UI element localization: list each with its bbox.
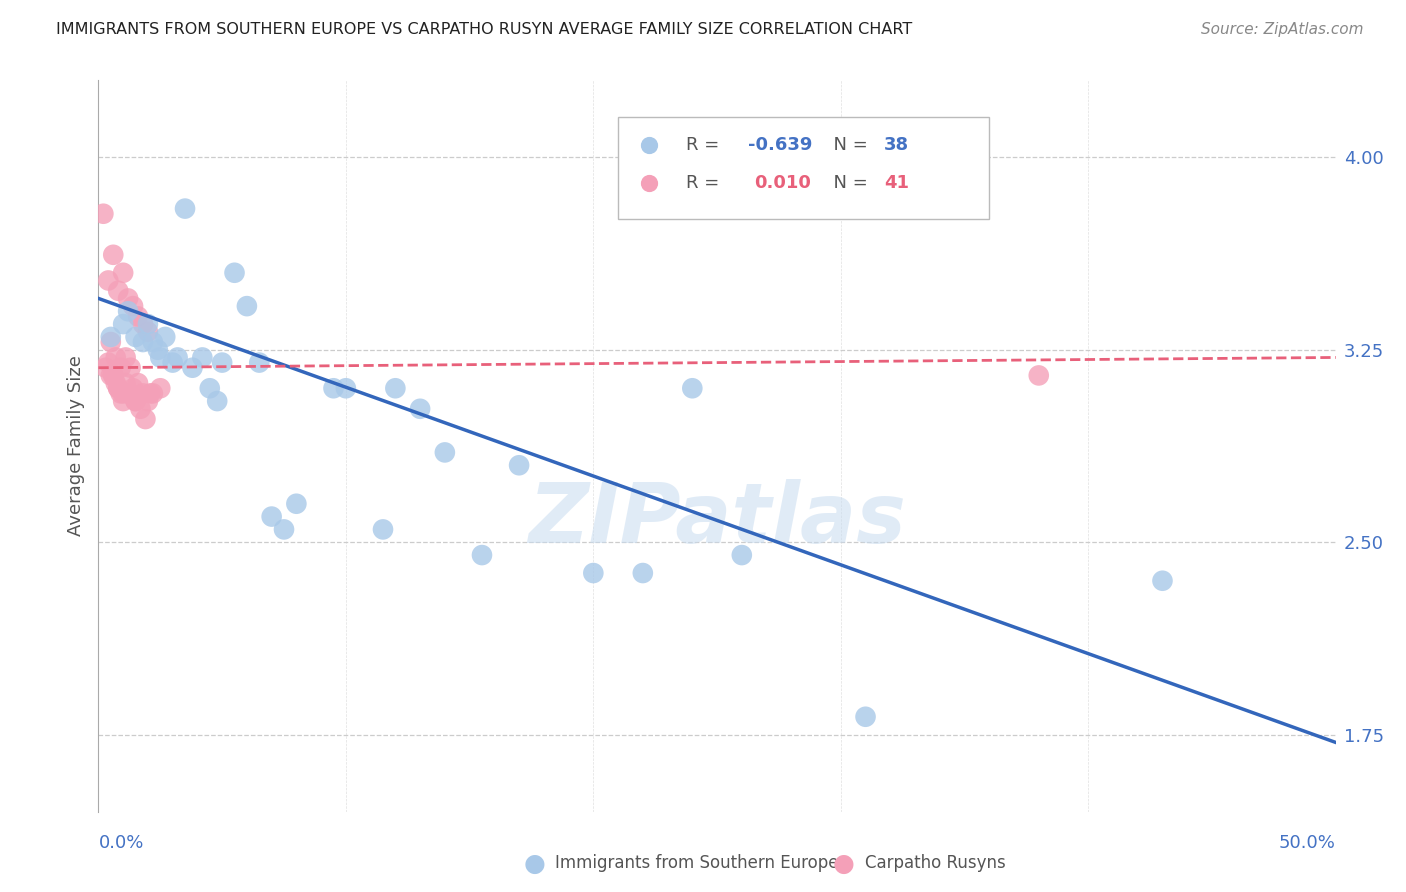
Point [1028, 368, 1050, 383]
Point [127, 310, 149, 324]
Point [127, 376, 149, 391]
Point [114, 376, 136, 391]
Point [198, 381, 221, 395]
Point [1152, 574, 1174, 588]
Point [273, 523, 295, 537]
Point [100, 330, 122, 344]
Point [112, 266, 135, 280]
Point [508, 458, 530, 473]
Point [371, 523, 394, 537]
Text: R =: R = [686, 174, 731, 192]
Point [124, 330, 146, 344]
Point [855, 710, 877, 724]
Point [107, 284, 129, 298]
Point [191, 351, 214, 365]
Point [110, 386, 132, 401]
Point [107, 381, 129, 395]
Point [124, 394, 146, 409]
Text: 0.0%: 0.0% [98, 834, 143, 852]
Point [94, 360, 117, 375]
Point [112, 394, 135, 409]
Point [384, 381, 406, 395]
Point [97, 355, 120, 369]
Point [124, 394, 146, 409]
Point [409, 401, 432, 416]
Text: -0.639: -0.639 [748, 136, 813, 153]
Point [322, 381, 344, 395]
Text: N =: N = [823, 136, 873, 153]
Point [104, 376, 127, 391]
Point [582, 566, 605, 580]
Point [211, 355, 233, 369]
Point [97, 273, 120, 287]
Text: ●: ● [832, 852, 855, 875]
Text: N =: N = [823, 174, 873, 192]
Point [112, 317, 135, 331]
Point [681, 381, 703, 395]
Point [129, 401, 152, 416]
Point [103, 368, 125, 383]
Point [139, 386, 162, 401]
FancyBboxPatch shape [619, 117, 990, 219]
Point [103, 248, 125, 262]
Point [107, 381, 129, 395]
Point [117, 386, 139, 401]
Point [110, 360, 132, 375]
Point [631, 566, 654, 580]
Point [120, 360, 142, 375]
Point [132, 386, 155, 401]
Point [174, 202, 197, 216]
Point [155, 330, 177, 344]
Point [136, 394, 159, 409]
Point [162, 355, 184, 369]
Point [166, 351, 188, 365]
Point [136, 325, 159, 339]
Point [335, 381, 357, 395]
Point [114, 351, 136, 365]
Point [260, 509, 283, 524]
Point [224, 266, 246, 280]
Point [142, 334, 165, 349]
Text: R =: R = [686, 136, 725, 153]
Text: ●: ● [523, 852, 546, 875]
Point [134, 412, 156, 426]
Text: Source: ZipAtlas.com: Source: ZipAtlas.com [1201, 22, 1364, 37]
Point [149, 351, 172, 365]
Point [136, 317, 159, 331]
Point [132, 334, 155, 349]
Point [146, 343, 169, 357]
Point [117, 292, 139, 306]
Text: Immigrants from Southern Europe: Immigrants from Southern Europe [555, 855, 839, 872]
Point [104, 351, 127, 365]
Point [112, 386, 135, 401]
Point [181, 360, 204, 375]
Text: 0.010: 0.010 [754, 174, 811, 192]
Point [132, 317, 155, 331]
Point [149, 381, 172, 395]
Point [142, 386, 165, 401]
Point [103, 368, 125, 383]
Text: 38: 38 [884, 136, 910, 153]
Point [285, 497, 308, 511]
Text: Carpatho Rusyns: Carpatho Rusyns [865, 855, 1005, 872]
Y-axis label: Average Family Size: Average Family Size [66, 356, 84, 536]
Text: IMMIGRANTS FROM SOUTHERN EUROPE VS CARPATHO RUSYN AVERAGE FAMILY SIZE CORRELATIO: IMMIGRANTS FROM SOUTHERN EUROPE VS CARPA… [56, 22, 912, 37]
Point [120, 386, 142, 401]
Text: ZIPatlas: ZIPatlas [529, 479, 905, 559]
Point [433, 445, 456, 459]
Point [122, 299, 145, 313]
Point [471, 548, 494, 562]
Point [205, 394, 228, 409]
Point [100, 368, 122, 383]
Text: 41: 41 [884, 174, 910, 192]
Point [117, 304, 139, 318]
Point [247, 355, 270, 369]
Point [100, 334, 122, 349]
Point [93, 207, 115, 221]
Text: 50.0%: 50.0% [1279, 834, 1336, 852]
Point [731, 548, 754, 562]
Point [122, 381, 145, 395]
Point [236, 299, 259, 313]
